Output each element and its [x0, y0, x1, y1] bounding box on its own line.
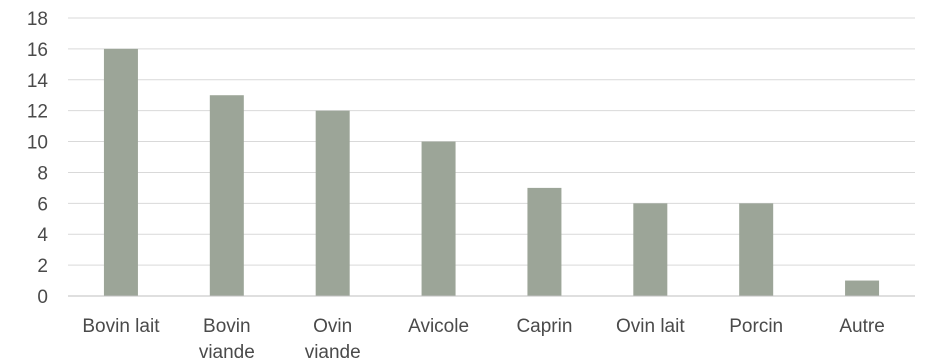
y-tick-label: 2	[37, 256, 48, 277]
y-tick-label: 4	[37, 225, 48, 246]
y-tick-label: 18	[27, 9, 48, 30]
x-category-label: Bovin lait	[82, 316, 160, 337]
bar	[739, 203, 774, 296]
y-tick-label: 16	[27, 40, 48, 61]
bar	[421, 141, 456, 296]
y-tick-label: 14	[27, 71, 49, 92]
y-tick-label: 12	[27, 102, 48, 123]
y-tick-label: 8	[37, 163, 48, 184]
x-category-label: Caprin	[516, 316, 572, 337]
bars	[103, 48, 880, 297]
bar	[527, 187, 562, 296]
gridlines	[68, 17, 915, 266]
x-category-label: Porcin	[729, 316, 783, 337]
y-tick-label: 6	[37, 194, 48, 215]
bar	[103, 48, 138, 297]
x-axis-category-labels: Bovin lait Bovin viande Ovin viande Avicole Ca…	[82, 316, 884, 363]
y-tick-label: 10	[27, 133, 48, 154]
y-tick-label: 0	[37, 287, 48, 308]
bar	[315, 110, 350, 297]
x-category-label: Ovin viande	[305, 316, 361, 363]
y-axis-tick-labels: 0 2 4 6 8 10 12 14 16 18	[27, 9, 49, 308]
bar	[845, 280, 880, 296]
bar	[209, 95, 244, 296]
x-category-label: Bovin viande	[199, 316, 255, 363]
x-category-label: Autre	[839, 316, 884, 337]
bar	[633, 203, 668, 296]
x-category-label: Avicole	[408, 316, 469, 337]
x-category-label: Ovin lait	[616, 316, 685, 337]
